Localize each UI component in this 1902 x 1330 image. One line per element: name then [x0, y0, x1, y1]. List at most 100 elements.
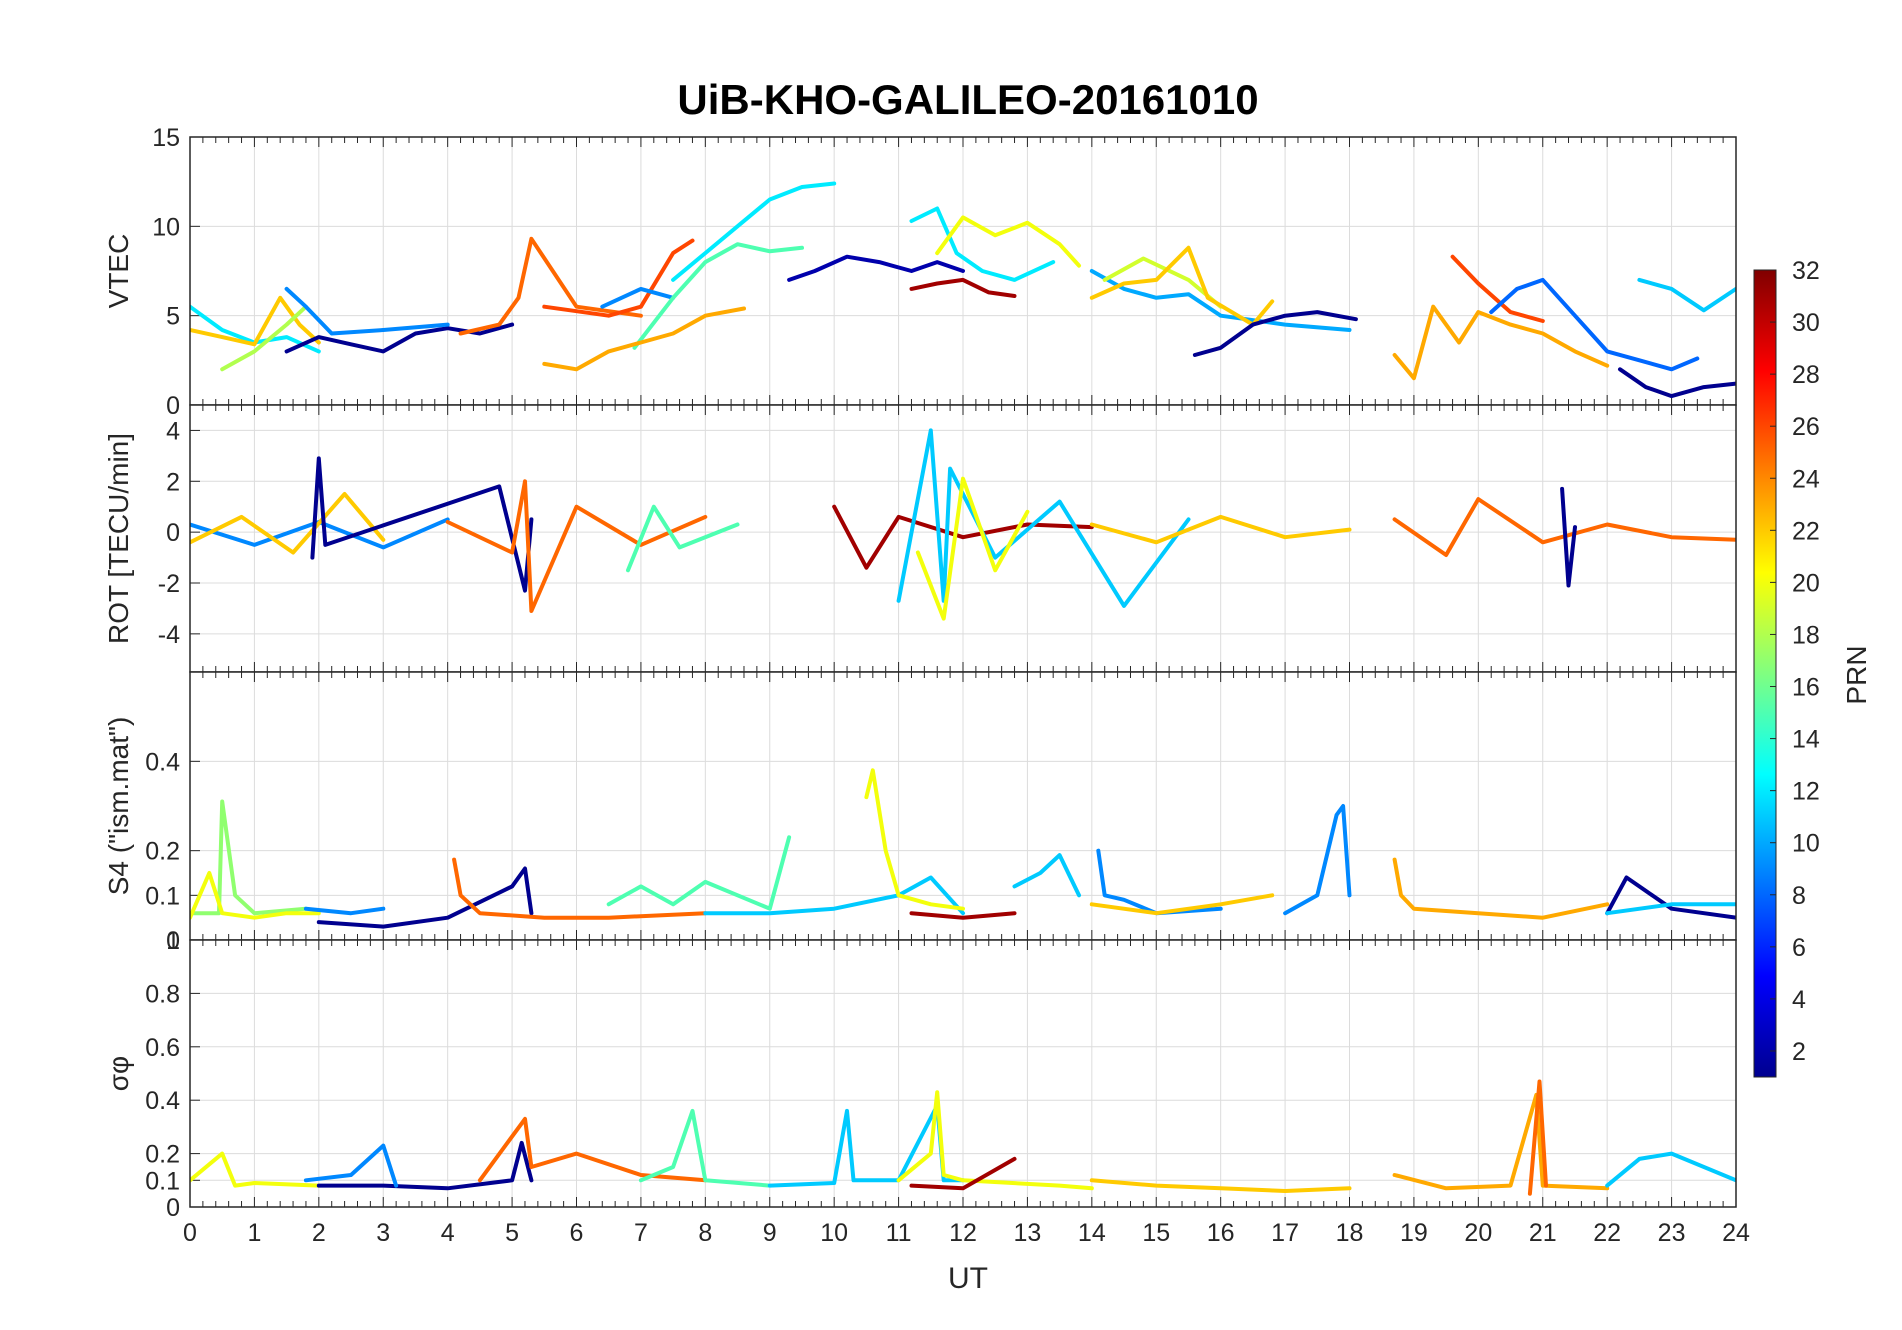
series-line-prn-15 — [626, 504, 740, 573]
series-line-prn-31 — [909, 277, 1017, 298]
x-tick-label: 15 — [1142, 1219, 1170, 1247]
colorbar-tick-label: 18 — [1792, 621, 1820, 649]
y-axis-label: VTEC — [103, 234, 134, 309]
y-axis-label: S4 ("ism.mat") — [103, 717, 134, 896]
series-line-prn-12 — [909, 206, 1056, 282]
y-tick-label: 0.1 — [145, 1167, 180, 1195]
panel-2: -4 -2 0 2 4 ROT [TECU/min] — [103, 404, 1737, 673]
y-tick-label: 5 — [166, 303, 180, 331]
series-line-prn-2 — [787, 254, 965, 282]
series-line-prn-31 — [909, 1156, 1017, 1191]
series-line-prn-15 — [632, 242, 804, 350]
colorbar-tick-label: 20 — [1792, 569, 1820, 597]
colorbar-tick-label: 4 — [1792, 986, 1806, 1014]
y-tick-label: 0.6 — [145, 1034, 180, 1062]
x-tick-label: 9 — [763, 1219, 777, 1247]
series-line-prn-22 — [190, 295, 321, 347]
colorbar-tick-label: 6 — [1792, 934, 1806, 962]
colorbar-tick-label: 30 — [1792, 309, 1820, 337]
y-tick-label: 4 — [166, 417, 180, 445]
series-line-prn-22 — [1089, 514, 1352, 545]
series-line-prn-20 — [190, 871, 321, 920]
series-line-prn-11 — [896, 428, 1191, 608]
x-tick-label: 11 — [886, 1219, 912, 1247]
colorbar-tick-label: 14 — [1792, 726, 1820, 754]
series-line-prn-1 — [1618, 367, 1736, 399]
series-line-prn-9 — [284, 286, 450, 336]
series-line-prn-20 — [190, 1151, 321, 1188]
colorbar-label: PRN — [1841, 645, 1872, 704]
series-line-prn-23 — [542, 306, 746, 372]
y-tick-label: 0.2 — [145, 1141, 180, 1169]
x-tick-label: 8 — [698, 1219, 712, 1247]
y-tick-label: 0 — [166, 1194, 180, 1222]
series-line-prn-20 — [864, 768, 965, 911]
series-line-prn-18 — [220, 304, 308, 372]
series-line-prn-26 — [1450, 254, 1545, 323]
series-line-prn-1 — [316, 866, 534, 929]
series-line-prn-20 — [915, 476, 1030, 621]
series-line-prn-23 — [1392, 1092, 1610, 1191]
series-line-prn-11 — [703, 875, 965, 916]
series-line-prn-31 — [832, 504, 1094, 570]
series-line-prn-9 — [600, 286, 676, 309]
series-line-prn-20 — [935, 215, 1081, 268]
panel-3: 0 0.1 0.2 0.4 S4 ("ism.mat") — [103, 671, 1737, 955]
figure-title: UiB-KHO-GALILEO-20161010 — [677, 76, 1258, 123]
series-line-prn-25 — [458, 236, 643, 336]
series-line-prn-22 — [1089, 893, 1275, 916]
series-line-prn-8 — [1489, 277, 1700, 372]
series-line-prn-12 — [671, 181, 837, 282]
colorbar-gradient — [1753, 269, 1777, 1078]
series-line-prn-9 — [303, 1143, 399, 1188]
x-tick-label: 17 — [1271, 1219, 1299, 1247]
y-tick-label: 0.4 — [145, 748, 180, 776]
x-tick-label: 22 — [1593, 1219, 1621, 1247]
y-tick-label: 15 — [152, 124, 180, 152]
y-tick-label: 0.2 — [145, 838, 180, 866]
series-line-prn-23 — [1392, 857, 1610, 920]
x-tick-label: 21 — [1529, 1219, 1557, 1247]
y-tick-label: 0.8 — [145, 980, 180, 1008]
x-tick-label: 13 — [1014, 1219, 1042, 1247]
y-tick-label: 1 — [166, 927, 180, 955]
series-line-prn-1 — [310, 456, 534, 593]
series-line-prn-25 — [452, 857, 708, 920]
series-line-prn-25 — [445, 479, 708, 613]
y-axis-label: ROT [TECU/min] — [103, 433, 134, 644]
y-tick-label: 0 — [166, 927, 180, 955]
series-line-prn-17 — [190, 799, 308, 916]
colorbar-tick-label: 28 — [1792, 361, 1820, 389]
series-line-prn-10 — [1089, 269, 1352, 332]
x-tick-label: 16 — [1207, 1219, 1235, 1247]
x-tick-label: 24 — [1722, 1219, 1750, 1247]
series-line-prn-22 — [1089, 1178, 1352, 1193]
x-tick-label: 14 — [1078, 1219, 1106, 1247]
series-line-prn-15 — [606, 835, 792, 911]
x-tick-label: 19 — [1400, 1219, 1428, 1247]
x-tick-label: 20 — [1464, 1219, 1492, 1247]
colorbar-tick-label: 2 — [1792, 1038, 1806, 1066]
colorbar-tick-label: 26 — [1792, 413, 1820, 441]
series-line-prn-11 — [1012, 853, 1081, 898]
x-tick-label: 4 — [441, 1219, 455, 1247]
x-axis-label: UT — [948, 1262, 988, 1295]
series-line-prn-23 — [1392, 304, 1610, 381]
colorbar-tick-label: 22 — [1792, 517, 1820, 545]
series-line-prn-20 — [896, 1090, 1094, 1191]
y-tick-label: 0.1 — [145, 882, 180, 910]
x-tick-label: 1 — [247, 1219, 261, 1247]
series-line-prn-11 — [1637, 277, 1736, 313]
x-tick-label: 23 — [1658, 1219, 1686, 1247]
panel-1: 0 5 10 15 VTEC — [103, 124, 1737, 420]
series-line-prn-25 — [1392, 497, 1736, 557]
x-tick-label: 2 — [312, 1219, 326, 1247]
series-line-prn-1 — [1192, 310, 1358, 357]
x-tick-label: 7 — [634, 1219, 648, 1247]
x-tick-label: 18 — [1336, 1219, 1364, 1247]
y-tick-label: -4 — [158, 621, 180, 649]
colorbar-tick-label: 12 — [1792, 778, 1820, 806]
